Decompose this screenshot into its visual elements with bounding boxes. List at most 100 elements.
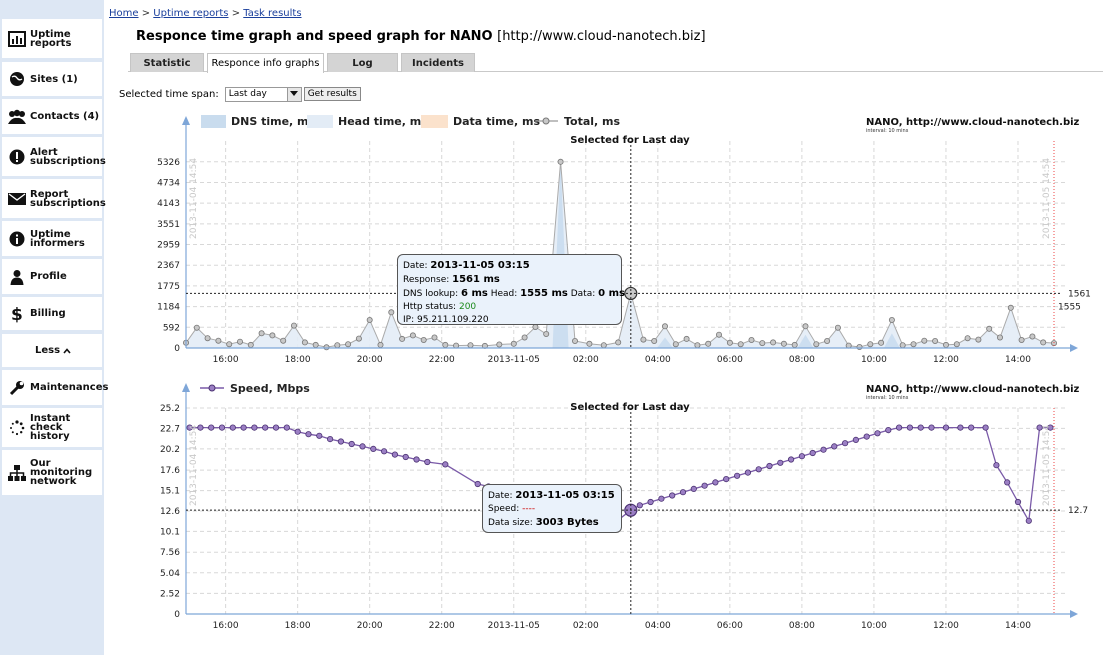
total-point (615, 339, 622, 346)
dropdown-arrow-icon (286, 87, 301, 101)
total-point (1040, 339, 1047, 346)
tab-bar: Statistic Responce info graphs Log Incid… (128, 53, 1103, 73)
y-tick-label: 0 (174, 610, 180, 620)
y-tick-label: 20.2 (160, 445, 180, 455)
speed-point (820, 446, 827, 453)
sidebar-less-toggle[interactable]: Less (2, 334, 102, 368)
chart-site-label: NANO, http://www.cloud-nanotech.biz (866, 117, 1080, 128)
total-point (269, 332, 276, 339)
x-tick-label: 16:00 (213, 621, 239, 631)
x-tick-label: 18:00 (285, 355, 311, 365)
page-title-url: [http://www.cloud-nanotech.biz] (497, 29, 706, 44)
legend-head-label: Head time, ms (338, 115, 428, 128)
total-point (467, 342, 474, 349)
total-point (845, 342, 852, 349)
sidebar-item-monitoring-network[interactable]: Our monitoring network (2, 450, 102, 496)
total-point (1029, 333, 1036, 340)
sidebar-item-billing[interactable]: $ Billing (2, 297, 102, 331)
timespan-select[interactable]: Last day (224, 86, 302, 102)
sidebar-item-instant-check-history[interactable]: Instant check history (2, 408, 102, 448)
x-tick-label: 12:00 (933, 621, 959, 631)
total-point (910, 341, 917, 348)
page-title: Responce time graph and speed graph for … (136, 29, 706, 44)
total-point (662, 323, 669, 330)
x-axis-arrow (1070, 610, 1078, 618)
sidebar-item-uptime-informers[interactable]: Uptime informers (2, 221, 102, 257)
breadcrumb-task-results-link[interactable]: Task results (243, 8, 302, 19)
sidebar-item-report-subscriptions[interactable]: Report subscriptions (2, 179, 106, 219)
tooltip-speed-label: Speed: (488, 504, 520, 514)
total-point (943, 341, 950, 348)
speed-point (744, 469, 752, 476)
y-tick-label: 17.6 (160, 466, 180, 476)
sidebar-item-profile[interactable]: Profile (2, 259, 102, 295)
tab-statistic[interactable]: Statistic (130, 53, 204, 72)
tab-log[interactable]: Log (327, 53, 398, 72)
breadcrumb-home-link[interactable]: Home (109, 8, 139, 19)
total-point (377, 341, 384, 348)
speed-point (895, 424, 903, 431)
total-point (355, 335, 362, 342)
sidebar-item-contacts[interactable]: Contacts (4) (2, 99, 102, 135)
tab-responce-info-graphs[interactable]: Responce info graphs (207, 53, 324, 73)
info-icon (6, 229, 28, 249)
total-point (345, 341, 352, 348)
total-point (420, 336, 427, 343)
tooltip-response: 1561 ms (452, 274, 500, 285)
timespan-label: Selected time span: (119, 88, 219, 100)
total-point (986, 325, 993, 332)
speed-point (229, 424, 236, 431)
tooltip-data-label: Data: (570, 289, 596, 299)
speed-point (208, 424, 215, 431)
sidebar-item-maintenances[interactable]: Maintenances (2, 370, 108, 406)
crosshair-value-label: 12.7 (1068, 506, 1088, 516)
total-point (586, 340, 593, 347)
get-results-button[interactable]: Get results (303, 87, 361, 101)
sidebar-item-label: Our monitoring network (30, 458, 93, 487)
total-point (290, 322, 297, 329)
speed-point (1047, 424, 1054, 431)
timespan-value: Last day (228, 89, 267, 99)
total-point (521, 334, 528, 341)
speed-point (669, 492, 676, 499)
breadcrumb-reports-link[interactable]: Uptime reports (153, 8, 229, 19)
speed-point (831, 443, 838, 450)
total-point (600, 342, 607, 349)
speed-point (348, 440, 355, 448)
sidebar-item-uptime-reports[interactable]: Uptime reports (2, 19, 102, 59)
sidebar-item-sites[interactable]: Sites (1) (2, 62, 102, 97)
total-point (921, 337, 928, 344)
speed-point (1004, 479, 1011, 486)
x-tick-label: 02:00 (573, 621, 599, 631)
total-point (226, 341, 233, 348)
sidebar-item-label: Sites (1) (30, 73, 78, 85)
speed-point (294, 428, 301, 435)
speed-point (627, 507, 634, 514)
legend-total-label: Total, ms (564, 115, 621, 128)
y-tick-label: 4734 (157, 178, 180, 188)
wrench-icon (6, 378, 28, 398)
speed-point (305, 431, 312, 438)
tab-incidents[interactable]: Incidents (401, 53, 475, 72)
speed-point (733, 472, 741, 479)
sidebar-item-label: Less (34, 345, 61, 356)
x-tick-label: 06:00 (717, 621, 743, 631)
x-tick-label: 08:00 (789, 355, 815, 365)
speed-point (993, 462, 1000, 469)
total-point (867, 341, 874, 348)
total-point (258, 330, 265, 337)
tooltip-dns: 6 ms (461, 288, 488, 299)
total-point (431, 334, 438, 341)
speed-point (272, 424, 280, 431)
y-tick-label: 592 (163, 323, 180, 333)
total-point (481, 342, 488, 349)
total-point (932, 337, 939, 344)
sidebar-item-alert-subscriptions[interactable]: Alert subscriptions (2, 137, 106, 177)
speed-point (723, 475, 730, 483)
x-tick-label: 08:00 (789, 621, 815, 631)
tooltip-http-label: Http status: (403, 302, 457, 312)
speed-point (982, 424, 989, 431)
crosshair-value-label: 1561 (1068, 289, 1091, 299)
y-tick-label: 2959 (157, 241, 180, 251)
sidebar-item-label: Profile (30, 271, 67, 282)
